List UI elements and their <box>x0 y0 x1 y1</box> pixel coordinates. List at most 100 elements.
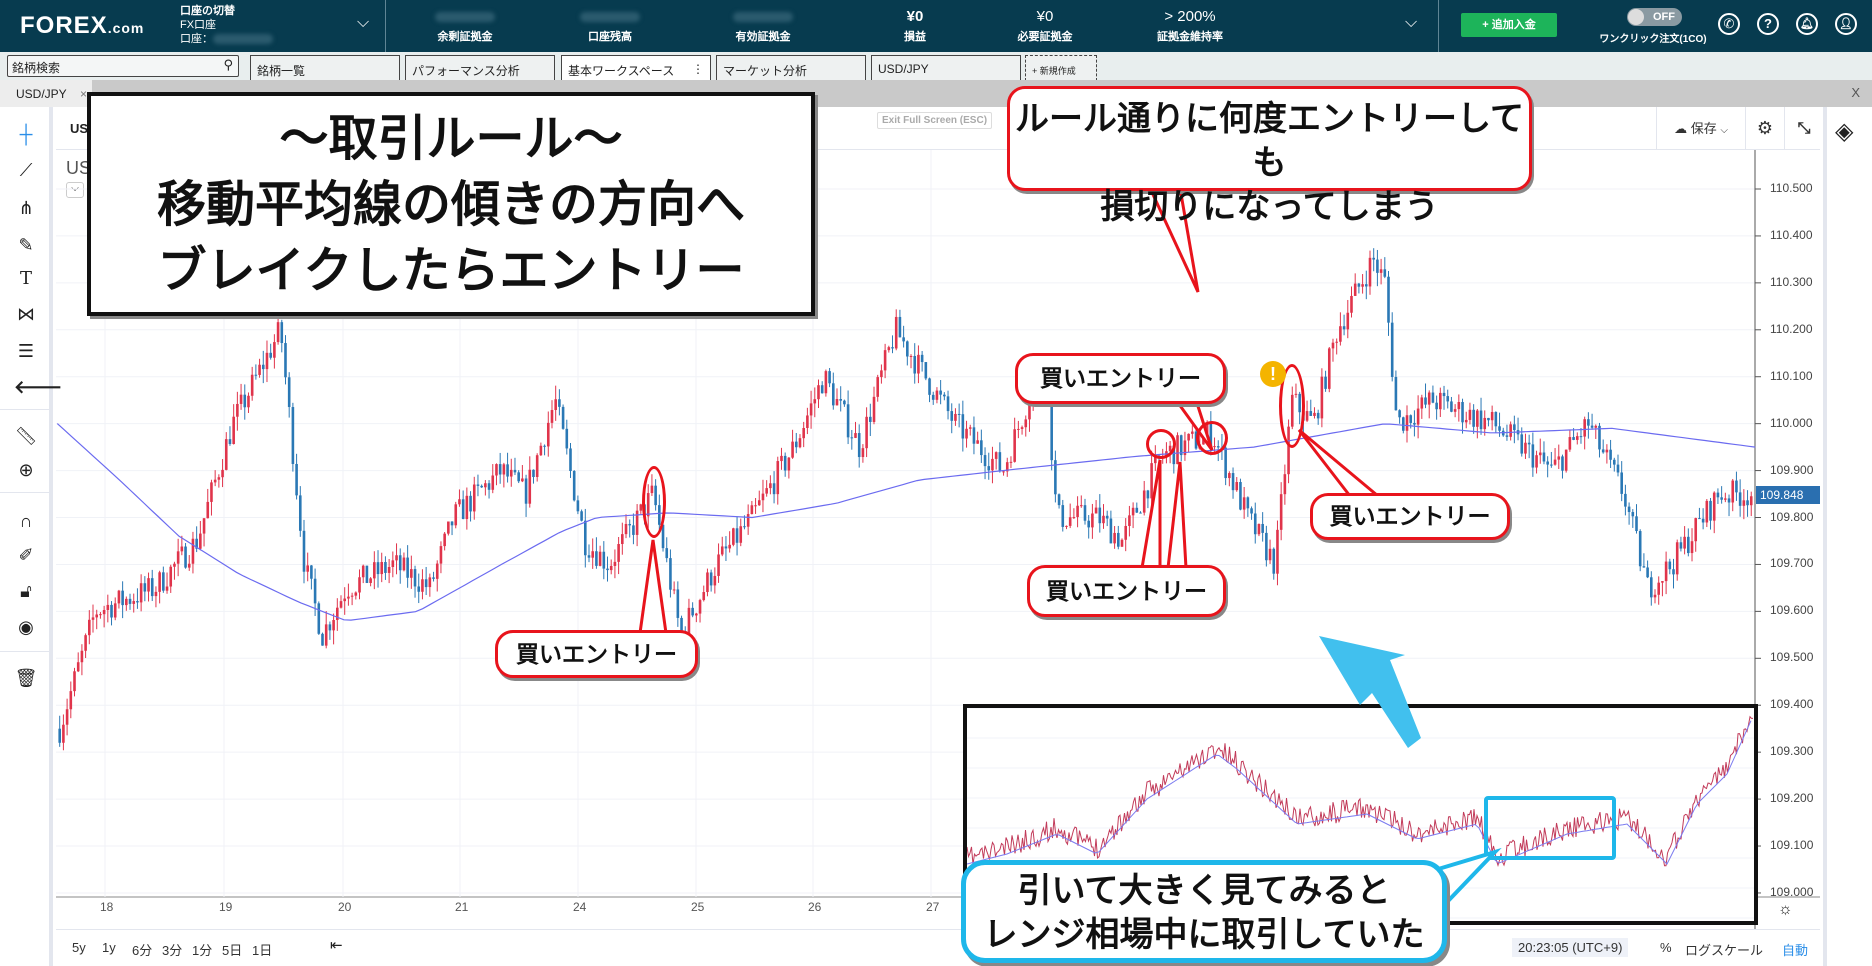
log-scale-toggle[interactable]: ログスケール <box>1685 943 1764 958</box>
symbol-search-input[interactable]: 銘柄検索 ⚲ <box>7 55 239 77</box>
trend-line-icon[interactable]: ⟋ <box>19 160 33 180</box>
brush-icon[interactable]: ✎ <box>18 235 34 255</box>
candle <box>1379 269 1383 273</box>
candle <box>1013 429 1016 462</box>
candle <box>1102 515 1105 524</box>
candle <box>1642 566 1646 568</box>
percent-toggle[interactable]: % <box>1660 940 1672 955</box>
timeframe-button[interactable]: 5日 <box>222 943 243 958</box>
date-label: 26 <box>808 900 822 914</box>
collapse-icon[interactable]: ⤡ <box>1784 107 1823 150</box>
timeframe-button[interactable]: 6分 <box>132 943 153 958</box>
candle <box>243 394 247 408</box>
candle <box>1176 435 1179 465</box>
candle <box>635 510 639 535</box>
candle <box>250 374 254 396</box>
pattern-icon[interactable]: ⋈ <box>17 304 35 324</box>
candle <box>1687 536 1690 554</box>
more-icon[interactable]: ⋮ <box>692 62 704 76</box>
trash-icon[interactable]: 🗑︎ <box>14 668 38 688</box>
timeframe-button[interactable]: 1分 <box>192 943 213 958</box>
candle <box>735 528 739 543</box>
candle <box>1476 410 1479 427</box>
gear-icon[interactable]: ⚙ <box>1745 107 1784 150</box>
candle <box>1538 452 1542 456</box>
candle <box>247 395 250 408</box>
text-icon[interactable]: T <box>19 268 32 289</box>
candle <box>498 464 502 475</box>
candle <box>846 404 850 438</box>
tab-symbol-list[interactable]: 銘柄一覧 <box>250 55 400 81</box>
new-tab-button[interactable]: + 新規作成 <box>1025 55 1097 81</box>
tab-usdjpy[interactable]: USD/JPY <box>871 55 1021 81</box>
deposit-button[interactable]: + 追加入金 <box>1461 13 1557 37</box>
phone-icon[interactable]: ✆ <box>1718 13 1740 35</box>
account-switcher[interactable]: 口座の切替 FX口座 口座： <box>180 4 273 46</box>
candle <box>273 342 276 358</box>
candle <box>1572 437 1575 440</box>
candle <box>1420 397 1424 409</box>
eye-icon[interactable]: ◉ <box>18 617 34 637</box>
candle <box>173 563 176 567</box>
candle <box>187 563 191 568</box>
candle <box>1350 295 1353 313</box>
cloud-icon: ☁︎ <box>1674 121 1688 136</box>
candle <box>1009 461 1013 463</box>
oneclick-toggle[interactable]: OFF <box>1627 8 1682 26</box>
candle <box>369 578 372 583</box>
bell-icon[interactable]: 🔔︎ <box>1796 13 1818 35</box>
tab-performance[interactable]: パフォーマンス分析 <box>405 55 555 81</box>
candle <box>1446 396 1450 402</box>
candle <box>739 526 743 543</box>
candle <box>991 458 994 471</box>
timeframe-button[interactable]: 1日 <box>252 943 273 958</box>
candle <box>802 427 805 439</box>
candle <box>1364 284 1368 287</box>
price-label: 110.000 <box>1770 415 1813 430</box>
lock-drawing-icon[interactable]: ✐ <box>18 545 34 565</box>
close-icon[interactable]: × <box>80 87 88 101</box>
candle <box>1453 409 1457 412</box>
magnet-icon[interactable]: ∩ <box>19 511 33 531</box>
candle <box>865 416 868 449</box>
close-window-icon[interactable]: X <box>1851 85 1860 100</box>
chart-tab-usdjpy[interactable]: USD/JPY × <box>0 80 92 107</box>
candle <box>1720 497 1723 500</box>
candle <box>1664 561 1668 582</box>
settings-sun-icon[interactable]: ☼ <box>1778 901 1793 918</box>
date-range-icon[interactable]: ⇤ <box>330 937 343 954</box>
candle <box>543 445 546 447</box>
candle <box>1150 463 1153 499</box>
candle <box>1661 581 1664 583</box>
zoom-in-icon[interactable]: ⊕ <box>18 460 34 480</box>
chevron-down-icon[interactable]: ⌵ <box>1405 14 1418 31</box>
timeframe-button[interactable]: 3分 <box>162 943 183 958</box>
candle <box>1179 435 1183 456</box>
candle <box>439 546 443 564</box>
layers-icon[interactable]: ◈ <box>1835 118 1854 145</box>
chevron-down-icon[interactable]: ⌵ <box>357 14 370 31</box>
user-icon[interactable]: 👤︎ <box>1835 13 1857 35</box>
help-icon[interactable]: ? <box>1757 13 1779 35</box>
tab-basic-workspace[interactable]: 基本ワークスペース ⋮ <box>561 55 711 81</box>
candle <box>746 514 750 527</box>
ruler-icon[interactable]: 📏︎ <box>14 426 38 446</box>
candle <box>769 483 772 489</box>
candle <box>1727 498 1731 503</box>
candle <box>831 383 835 406</box>
candle <box>1368 257 1372 287</box>
timeframe-button[interactable]: 5y <box>72 940 86 955</box>
save-button[interactable]: ☁︎ 保存 ⌵ <box>1656 107 1745 150</box>
candle <box>1424 397 1427 405</box>
auto-scale-toggle[interactable]: 自動 <box>1782 943 1809 958</box>
candle <box>239 394 243 404</box>
timeframe-button[interactable]: 1y <box>102 940 116 955</box>
exit-fullscreen-button[interactable]: Exit Full Screen (ESC) <box>877 112 993 129</box>
tab-market-analysis[interactable]: マーケット分析 <box>716 55 866 81</box>
crosshair-icon[interactable]: ┼ <box>19 124 33 144</box>
pitchfork-icon[interactable]: ⋔ <box>18 198 34 218</box>
candle <box>1683 536 1686 549</box>
candle <box>776 461 780 495</box>
measure-range-icon[interactable]: ☰ <box>17 341 35 361</box>
unlock-icon[interactable]: 🔓︎ <box>20 581 32 601</box>
